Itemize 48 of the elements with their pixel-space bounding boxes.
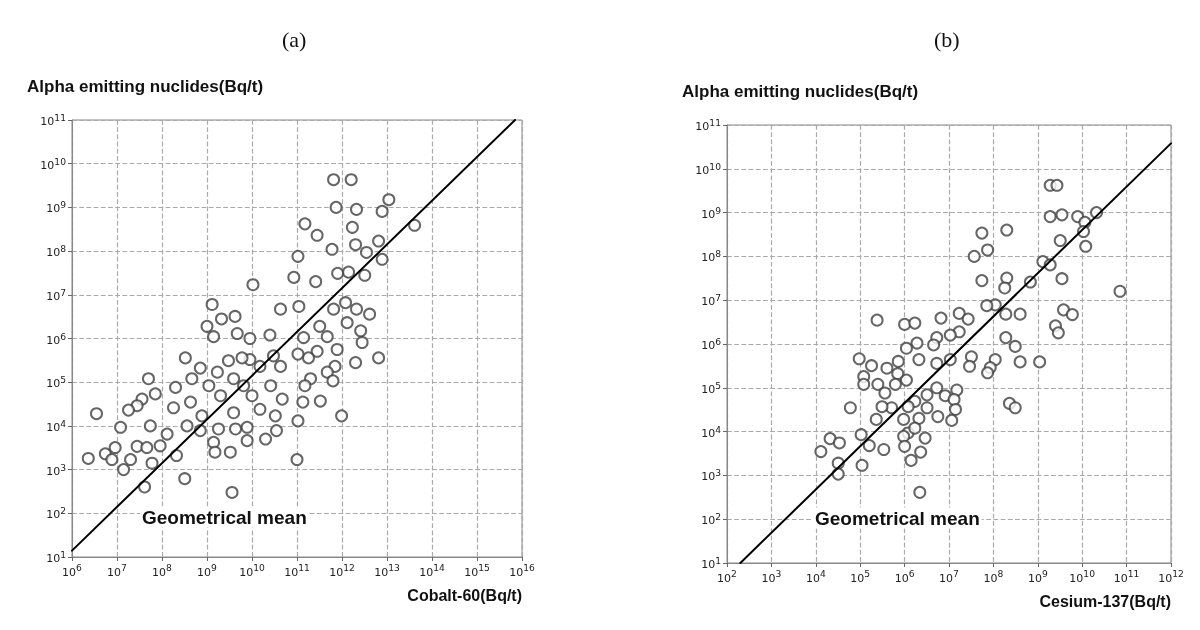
- y-tick-label: 10$^{7}$: [701, 291, 721, 309]
- x-tick-label: 10$^{10}$: [239, 562, 265, 579]
- y-tick-label: 10$^{2}$: [701, 510, 721, 528]
- x-tick-label: 10$^{8}$: [983, 568, 1004, 585]
- y-tick-label: 10$^{9}$: [46, 199, 66, 216]
- y-tick-label: 10$^{6}$: [46, 330, 66, 347]
- x-tick-label: 10$^{9}$: [1027, 568, 1048, 585]
- y-tick-label: 10$^{4}$: [701, 423, 721, 440]
- x-tick-label: 10$^{15}$: [464, 562, 490, 579]
- y-axis-title: Alpha emitting nuclides(Bq/t): [27, 77, 264, 96]
- x-axis-title: Cobalt-60(Bq/t): [407, 586, 522, 604]
- x-tick-label: 10$^{14}$: [419, 562, 445, 579]
- y-tick-label: 10$^{11}$: [40, 111, 66, 129]
- x-tick-label: 10$^{6}$: [894, 568, 915, 585]
- x-tick-label: 10$^{9}$: [197, 562, 217, 579]
- x-tick-label: 10$^{10}$: [1069, 568, 1096, 585]
- y-tick-label: 10$^{3}$: [46, 461, 66, 478]
- annotation: Geometrical mean: [142, 506, 307, 528]
- x-axis-title: Cesium-137(Bq/t): [1039, 592, 1171, 610]
- y-tick-label: 10$^{3}$: [701, 467, 721, 484]
- y-tick-label: 10$^{4}$: [46, 417, 66, 435]
- y-tick-label: 10$^{8}$: [46, 242, 66, 260]
- y-tick-label: 10$^{10}$: [40, 155, 66, 173]
- y-axis-title: Alpha emitting nuclides(Bq/t): [682, 82, 919, 101]
- x-tick-label: 10$^{13}$: [374, 562, 400, 579]
- x-tick-label: 10$^{12}$: [1158, 568, 1184, 585]
- x-tick-label: 10$^{4}$: [805, 568, 826, 585]
- y-tick-label: 10$^{6}$: [701, 335, 721, 353]
- y-tick-label: 10$^{9}$: [701, 204, 721, 221]
- x-tick-label: 10$^{11}$: [284, 562, 310, 579]
- y-tick-label: 10$^{11}$: [695, 116, 721, 134]
- x-tick-label: 10$^{3}$: [761, 568, 782, 585]
- chart-title: (a): [282, 26, 307, 52]
- x-tick-label: 10$^{16}$: [509, 562, 535, 579]
- y-tick-label: 10$^{5}$: [701, 379, 721, 397]
- y-tick-label: 10$^{2}$: [46, 504, 66, 522]
- annotation: Geometrical mean: [815, 507, 980, 529]
- x-tick-label: 10$^{7}$: [107, 562, 127, 579]
- y-tick-label: 10$^{8}$: [701, 248, 721, 265]
- y-tick-label: 10$^{10}$: [695, 160, 721, 178]
- x-tick-label: 10$^{8}$: [152, 562, 172, 579]
- x-tick-label: 10$^{12}$: [329, 562, 355, 579]
- x-tick-label: 10$^{7}$: [939, 568, 959, 585]
- x-tick-label: 10$^{5}$: [850, 568, 871, 585]
- x-tick-label: 10$^{11}$: [1113, 568, 1140, 585]
- y-tick-label: 10$^{7}$: [46, 286, 66, 304]
- y-tick-label: 10$^{5}$: [46, 373, 66, 391]
- chart-title: (b): [934, 26, 960, 52]
